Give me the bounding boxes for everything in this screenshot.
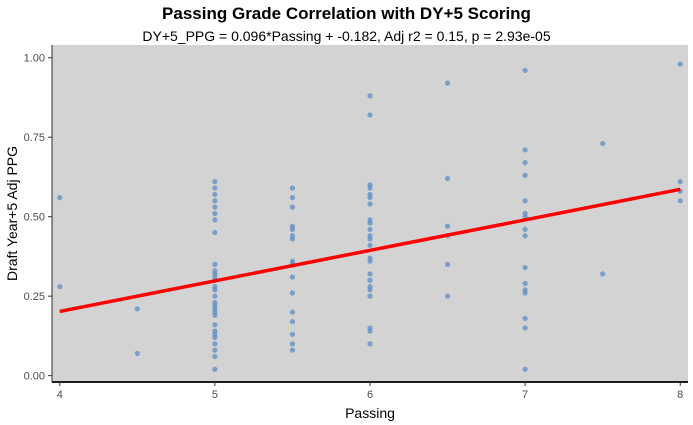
data-point bbox=[367, 93, 373, 99]
x-tick-label: 5 bbox=[212, 389, 218, 401]
data-point bbox=[522, 280, 528, 287]
y-tick-label: 1.00 bbox=[24, 53, 45, 65]
data-point bbox=[367, 271, 373, 277]
data-point bbox=[212, 210, 218, 217]
data-point bbox=[522, 233, 528, 239]
data-point bbox=[212, 334, 218, 341]
data-point bbox=[212, 322, 218, 328]
data-point bbox=[289, 226, 296, 232]
data-point bbox=[212, 261, 218, 267]
y-tick-label: 0.25 bbox=[24, 291, 45, 303]
x-axis-ticks: 4 5 6 7 8 bbox=[57, 382, 683, 401]
data-point bbox=[212, 287, 218, 293]
chart-subtitle: DY+5_PPG = 0.096*Passing + -0.182, Adj r… bbox=[142, 28, 551, 44]
data-point bbox=[289, 195, 296, 201]
data-point bbox=[367, 341, 373, 347]
chart-title: Passing Grade Correlation with DY+5 Scor… bbox=[162, 4, 531, 23]
data-point bbox=[212, 366, 218, 372]
data-point bbox=[367, 236, 373, 242]
data-point bbox=[289, 341, 296, 347]
data-point bbox=[289, 274, 296, 280]
data-point bbox=[212, 191, 218, 198]
data-point bbox=[444, 261, 451, 267]
data-point bbox=[367, 195, 373, 201]
y-tick-label: 0.50 bbox=[24, 212, 45, 224]
data-point bbox=[212, 185, 218, 191]
y-axis-ticks: 0.00 0.25 0.50 0.75 1.00 bbox=[24, 53, 52, 383]
data-point bbox=[289, 331, 296, 337]
data-point bbox=[212, 347, 218, 353]
y-tick-label: 0.00 bbox=[24, 371, 45, 383]
data-point bbox=[367, 258, 373, 264]
data-point bbox=[444, 223, 451, 229]
data-point bbox=[367, 277, 373, 283]
data-point bbox=[212, 204, 218, 210]
data-point bbox=[367, 242, 373, 248]
data-point bbox=[57, 284, 63, 290]
data-point bbox=[522, 325, 528, 331]
data-point bbox=[522, 226, 528, 232]
data-point bbox=[212, 179, 218, 185]
data-point bbox=[289, 185, 296, 191]
data-point bbox=[367, 112, 373, 118]
data-point bbox=[522, 315, 528, 322]
data-point bbox=[522, 67, 528, 74]
data-point bbox=[367, 220, 373, 226]
data-point bbox=[522, 290, 528, 296]
x-tick-label: 6 bbox=[367, 389, 373, 401]
data-point bbox=[522, 147, 528, 153]
data-point bbox=[212, 217, 218, 223]
data-point bbox=[677, 198, 683, 204]
data-point bbox=[522, 366, 528, 372]
data-point bbox=[212, 353, 218, 360]
regression-line bbox=[59, 187, 681, 314]
data-point bbox=[212, 198, 218, 204]
x-axis-title: Passing bbox=[345, 405, 395, 421]
data-point bbox=[212, 341, 218, 347]
data-point bbox=[367, 293, 373, 299]
data-point bbox=[212, 312, 218, 318]
x-tick-label: 4 bbox=[57, 389, 63, 401]
data-point bbox=[212, 229, 218, 236]
data-point bbox=[367, 185, 373, 191]
x-tick-label: 7 bbox=[522, 389, 528, 401]
data-point bbox=[522, 264, 528, 271]
y-tick-label: 0.75 bbox=[24, 132, 45, 144]
data-point bbox=[444, 293, 451, 299]
data-points bbox=[57, 61, 683, 372]
data-point bbox=[600, 271, 606, 277]
data-point bbox=[522, 160, 528, 166]
data-point bbox=[522, 198, 528, 204]
data-point bbox=[444, 80, 451, 86]
data-point bbox=[289, 309, 296, 315]
data-point bbox=[677, 61, 683, 67]
x-tick-label: 8 bbox=[677, 389, 683, 401]
data-point bbox=[57, 195, 63, 201]
data-point bbox=[289, 236, 296, 242]
data-point bbox=[367, 201, 373, 207]
data-point bbox=[289, 347, 296, 353]
data-point bbox=[289, 290, 296, 296]
data-point bbox=[134, 306, 140, 312]
data-point bbox=[522, 172, 528, 178]
data-point bbox=[367, 328, 373, 334]
data-point bbox=[289, 204, 296, 210]
y-axis-title: Draft Year+5 Adj PPG bbox=[4, 146, 20, 281]
data-point bbox=[289, 318, 296, 325]
data-point bbox=[444, 175, 451, 182]
data-point bbox=[134, 350, 140, 356]
data-point bbox=[367, 226, 373, 232]
data-point bbox=[600, 140, 606, 147]
data-point bbox=[212, 293, 218, 299]
data-point bbox=[367, 287, 373, 293]
data-point bbox=[677, 179, 683, 185]
